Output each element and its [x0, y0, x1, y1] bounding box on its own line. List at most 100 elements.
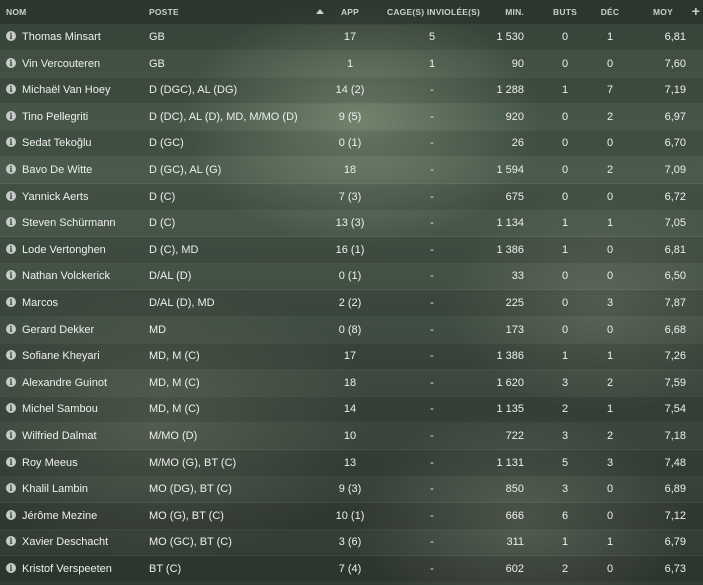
appearances: 18: [343, 376, 357, 389]
player-position: BT (C): [149, 563, 182, 575]
sort-ascending-icon[interactable]: [316, 9, 324, 14]
info-icon[interactable]: i: [6, 243, 16, 254]
player-name[interactable]: Jérôme Mezine: [22, 509, 98, 522]
player-position: MO (DG), BT (C): [149, 483, 232, 496]
decisive-passes: 2: [606, 110, 614, 123]
info-icon[interactable]: i: [6, 31, 16, 41]
table-row[interactable]: i Alexandre Guinot MD, M (C) 18 - 1 620 3 2 7,59: [0, 370, 703, 397]
player-name[interactable]: Michaël Van Hoey: [22, 84, 111, 97]
average-rating: 6,81: [664, 243, 686, 256]
table-row[interactable]: i Gerard Dekker MD 0 (8) - 173 0 0 6,68: [0, 317, 703, 344]
table-row[interactable]: i Steven Schürmann D (C) 13 (3) - 1 134 1 1 7,05: [0, 210, 703, 238]
goals: 1: [561, 243, 569, 256]
appearances: 18: [343, 164, 357, 176]
player-name[interactable]: Sedat Tekoğlu: [22, 137, 92, 150]
info-icon[interactable]: i: [6, 190, 16, 201]
appearances: 3 (6): [338, 536, 362, 549]
table-row[interactable]: i Michel Sambou MD, M (C) 14 - 1 135 2 1 7,54: [0, 396, 703, 424]
table-row[interactable]: i Marcos D/AL (D), MD 2 (2) - 225 0 3 7,87: [0, 290, 703, 317]
table-row[interactable]: i Lode Vertonghen D (C), MD 16 (1) - 1 386 1 0 6…: [0, 236, 703, 264]
table-row[interactable]: i Tino Pellegriti D (DC), AL (D), MD, M/MO…: [0, 104, 703, 131]
average-rating: 7,19: [664, 84, 686, 97]
minutes: 722: [505, 430, 524, 442]
table-row[interactable]: i Jérôme Mezine MO (G), BT (C) 10 (1) -666 6 0…: [0, 502, 703, 530]
average-rating: 7,18: [664, 430, 686, 442]
info-icon[interactable]: i: [6, 217, 16, 228]
info-icon[interactable]: i: [6, 323, 16, 334]
player-name[interactable]: Tino Pellegriti: [22, 110, 89, 123]
info-icon[interactable]: i: [6, 376, 16, 387]
average-rating: 6,79: [664, 536, 686, 549]
table-row[interactable]: i Michaël Van Hoey D (DGC), AL (DG) 14 (2) -…: [0, 77, 703, 105]
appearances: 0 (1): [338, 137, 362, 150]
col-header-app[interactable]: APP: [340, 7, 360, 17]
player-name[interactable]: Michel Sambou: [22, 403, 98, 416]
player-name[interactable]: Sofiane Kheyari: [22, 350, 100, 363]
plus-icon[interactable]: +: [691, 3, 701, 19]
player-name[interactable]: Vin Vercouteren: [22, 57, 101, 70]
clean-sheets: 1: [428, 57, 436, 70]
info-icon[interactable]: i: [6, 563, 16, 573]
col-header-minutes[interactable]: MIN.: [505, 7, 524, 17]
minutes: 602: [505, 563, 524, 575]
clean-sheets: -: [430, 376, 434, 389]
clean-sheets: -: [430, 350, 434, 363]
decisive-passes: 2: [606, 164, 614, 176]
player-name[interactable]: Bavo De Witte: [22, 164, 93, 176]
clean-sheets: -: [430, 323, 434, 336]
player-name[interactable]: Roy Meeus: [22, 456, 78, 469]
minutes: 850: [505, 483, 524, 496]
player-name[interactable]: Xavier Deschacht: [22, 536, 109, 549]
col-header-clean-sheets[interactable]: CAGE(S) INVIOLÉE(S): [387, 7, 481, 17]
average-rating: 7,05: [664, 217, 686, 230]
player-name[interactable]: Yannick Aerts: [22, 190, 89, 203]
appearances: 9 (5): [338, 110, 362, 123]
table-row[interactable]: i Roy Meeus M/MO (G), BT (C) 13 - 1 131 5 3 7,48: [0, 449, 703, 477]
player-name[interactable]: Gerard Dekker: [22, 323, 95, 336]
player-name[interactable]: Wilfried Dalmat: [22, 430, 97, 442]
info-icon[interactable]: i: [6, 110, 16, 121]
appearances: 17: [343, 31, 357, 43]
table-row[interactable]: i Sedat Tekoğlu D (GC) 0 (1) - 26 0 0 6,70: [0, 130, 703, 158]
info-icon[interactable]: i: [6, 403, 16, 414]
player-name[interactable]: Steven Schürmann: [22, 217, 116, 230]
table-row[interactable]: i Yannick Aerts D (C) 7 (3) - 675 0 0 6,72: [0, 183, 703, 211]
average-rating: 7,54: [664, 403, 686, 416]
player-name[interactable]: Thomas Minsart: [22, 31, 101, 43]
table-row[interactable]: i Nathan Volckerick D/AL (D) 0 (1) - 33 0 0 6,50: [0, 263, 703, 291]
table-row[interactable]: i Vin Vercouteren GB 1 1 90 0 0 7,60: [0, 51, 703, 78]
info-icon[interactable]: i: [6, 270, 16, 281]
info-icon[interactable]: i: [6, 137, 16, 148]
table-row[interactable]: i Sofiane Kheyari MD, M (C) 17 - 1 386 1 1 7,26: [0, 343, 703, 371]
player-name[interactable]: Alexandre Guinot: [22, 376, 107, 389]
table-row[interactable]: i Thomas Minsart GB 17 5 1 530 0 1 6,81: [0, 24, 703, 51]
player-name[interactable]: Nathan Volckerick: [22, 270, 111, 283]
minutes: 1 135: [496, 403, 524, 416]
info-icon[interactable]: i: [6, 84, 16, 95]
table-row[interactable]: i Kristof Verspeeten BT (C) 7 (4) - 602 2 0 6,73: [0, 556, 703, 583]
info-icon[interactable]: i: [6, 57, 16, 68]
col-header-rating[interactable]: MOY: [653, 7, 673, 17]
decisive-passes: 3: [606, 297, 614, 309]
table-row[interactable]: i Bavo De Witte D (GC), AL (G) 18 - 1 594 0 2 7,…: [0, 157, 703, 184]
table-row[interactable]: i Xavier Deschacht MO (GC), BT (C) 3 (6) - 31…: [0, 529, 703, 557]
col-header-name[interactable]: NOM: [6, 7, 27, 17]
info-icon[interactable]: i: [6, 456, 16, 467]
player-name[interactable]: Marcos: [22, 297, 59, 309]
info-icon[interactable]: i: [6, 483, 16, 494]
player-name[interactable]: Lode Vertonghen: [22, 243, 106, 256]
info-icon[interactable]: i: [6, 536, 16, 547]
info-icon[interactable]: i: [6, 164, 16, 174]
table-row[interactable]: i Khalil Lambin MO (DG), BT (C) 9 (3) - 850 3 0…: [0, 476, 703, 504]
info-icon[interactable]: i: [6, 430, 16, 440]
info-icon[interactable]: i: [6, 297, 16, 307]
info-icon[interactable]: i: [6, 509, 16, 520]
info-icon[interactable]: i: [6, 350, 16, 361]
col-header-decisive[interactable]: DÉC: [600, 7, 620, 17]
player-name[interactable]: Kristof Verspeeten: [22, 563, 112, 575]
player-name[interactable]: Khalil Lambin: [22, 483, 89, 496]
table-row[interactable]: i Wilfried Dalmat M/MO (D) 10 - 722 3 2 7,18: [0, 423, 703, 450]
col-header-goals[interactable]: BUTS: [553, 7, 577, 17]
col-header-position[interactable]: POSTE: [149, 7, 179, 17]
